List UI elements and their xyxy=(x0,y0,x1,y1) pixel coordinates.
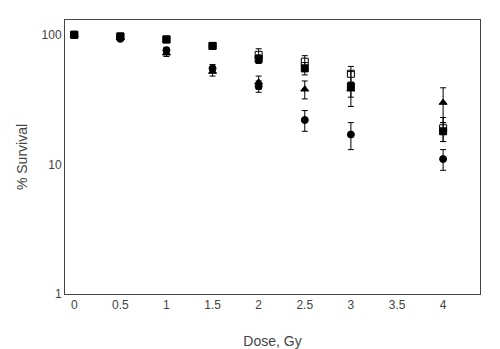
svg-text:3.5: 3.5 xyxy=(389,298,406,312)
svg-text:2.5: 2.5 xyxy=(296,298,313,312)
svg-text:0.5: 0.5 xyxy=(112,298,129,312)
svg-text:2: 2 xyxy=(255,298,262,312)
svg-text:Dose, Gy: Dose, Gy xyxy=(243,333,301,349)
svg-text:1.5: 1.5 xyxy=(204,298,221,312)
svg-text:1: 1 xyxy=(55,287,62,301)
svg-text:0: 0 xyxy=(71,298,78,312)
svg-text:4: 4 xyxy=(440,298,447,312)
svg-text:3: 3 xyxy=(348,298,355,312)
svg-text:1: 1 xyxy=(163,298,170,312)
svg-text:10: 10 xyxy=(48,158,62,172)
svg-text:% Survival: % Survival xyxy=(14,124,30,190)
svg-text:100: 100 xyxy=(42,28,62,42)
